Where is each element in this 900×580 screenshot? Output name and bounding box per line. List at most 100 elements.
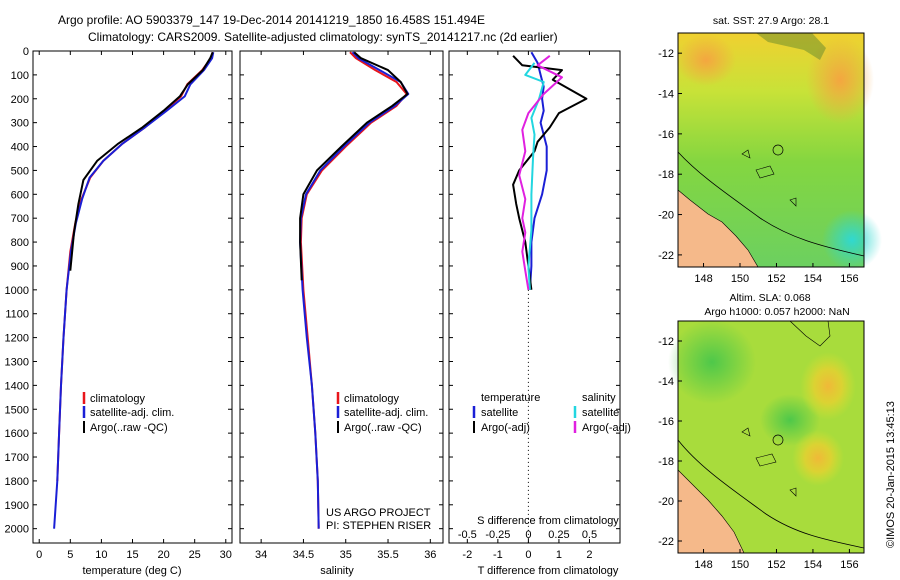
sst-map-title: sat. SST: 27.9 Argo: 28.1: [713, 15, 829, 27]
imos-stamp: ©IMOS 20-Jan-2015 13:45:13: [885, 401, 897, 548]
map-y-tick-label: -18: [658, 169, 674, 181]
map-y-tick-label: -16: [658, 129, 674, 141]
legend-label-climatology: climatology: [344, 393, 400, 405]
sla-reef-outline: [741, 427, 797, 497]
map-x-tick-label: 150: [731, 273, 749, 285]
legend-heading-temperature: temperature: [481, 392, 540, 404]
x-tick-label: 15: [126, 549, 138, 561]
sla-map-title-line1: Altim. SLA: 0.068: [729, 292, 810, 304]
x-tick-label: 10: [95, 549, 107, 561]
x-tick-label: -1: [493, 549, 503, 561]
legend-label-argo: Argo(..raw -QC): [90, 422, 168, 434]
map-x-tick-label: 156: [840, 273, 858, 285]
legend-label-climatology: climatology: [90, 393, 146, 405]
top-x-tick-label: 0: [525, 529, 531, 541]
y-tick-label: 600: [11, 189, 29, 201]
legend-label-argo: Argo(..raw -QC): [344, 422, 422, 434]
map-y-tick-label: -12: [658, 336, 674, 348]
temperature-chart: 0100200300400500600700800900100011001200…: [5, 46, 232, 561]
credit-pi: PI: STEPHEN RISER: [326, 520, 431, 532]
sst-reef-outline: [741, 149, 797, 207]
y-tick-label: 200: [11, 94, 29, 106]
x-tick-label: 30: [220, 549, 232, 561]
legend-heading-salinity: salinity: [582, 392, 616, 404]
x-tick-label: 34: [255, 549, 267, 561]
legend-label-sal-satellite: satellite: [582, 407, 619, 419]
y-tick-label: 500: [11, 165, 29, 177]
sst-reef: [772, 144, 784, 156]
legend-label-sal-argo: Argo(-adj): [582, 422, 631, 434]
y-tick-label: 1200: [5, 333, 29, 345]
x-tick-label: 36: [424, 549, 436, 561]
temperature-plot-frame: [32, 50, 233, 544]
sla-high-north: [800, 352, 856, 420]
y-tick-label: 700: [11, 213, 29, 225]
map-x-tick-label: 152: [767, 273, 785, 285]
map-y-tick-label: -22: [658, 250, 674, 262]
sst-shelf-contour: [677, 151, 865, 257]
salinity-chart: 34 34.5 35 35.5 36: [240, 50, 443, 561]
sst-map-border: [677, 32, 865, 268]
sst-map: [676, 32, 882, 270]
y-tick-label: 1900: [5, 500, 29, 512]
sst-map-ticks: 148 150 152 154 156 -12 -14 -16 -18 -20 -22: [658, 48, 858, 285]
y-tick-label: 800: [11, 237, 29, 249]
top-x-tick-label: 0.5: [582, 529, 597, 541]
map-y-tick-label: -18: [658, 456, 674, 468]
series-line-salinity-argo-adj-: [518, 55, 563, 290]
figure-title-line2: Climatology: CARS2009. Satellite-adjuste…: [88, 30, 558, 44]
x-tick-label: 35.5: [377, 549, 398, 561]
y-tick-label: 2000: [5, 524, 29, 536]
y-tick-label: 1100: [5, 309, 29, 321]
temperature-legend: climatology satellite-adj. clim. Argo(..…: [82, 392, 174, 434]
x-tick-label: 2: [586, 549, 592, 561]
y-tick-label: 1600: [5, 428, 29, 440]
x-tick-label: -2: [462, 549, 472, 561]
series-line-satellite-adj-clim-: [53, 52, 215, 529]
top-x-tick-label: -0.25: [485, 529, 510, 541]
y-tick-label: 900: [11, 261, 29, 273]
map-x-tick-label: 152: [767, 559, 785, 571]
sst-warm-patch: [806, 36, 874, 124]
sla-reef: [772, 434, 784, 446]
y-tick-label: 1500: [5, 404, 29, 416]
sla-green-west: [668, 320, 756, 404]
map-y-tick-label: -14: [658, 89, 674, 101]
difference-xlabel: T difference from climatology: [478, 565, 619, 577]
y-tick-label: 0: [23, 46, 29, 58]
difference-legend-salinity: salinity satellite Argo(-adj): [573, 392, 631, 434]
sst-land-newguinea: [756, 33, 826, 60]
series-line-satellite-adj-clim-: [299, 51, 410, 529]
map-x-tick-label: 156: [840, 559, 858, 571]
series-line-salinity-satellite: [524, 62, 545, 290]
sla-map-title-line2: Argo h1000: 0.057 h2000: NaN: [704, 306, 849, 318]
map-x-tick-label: 148: [694, 273, 712, 285]
credit-project: US ARGO PROJECT: [326, 507, 431, 519]
top-x-tick-label: 0.25: [548, 529, 569, 541]
x-tick-label: 34.5: [293, 549, 314, 561]
series-line-argo-raw-qc-: [299, 51, 409, 281]
difference-chart: -2 -1 0 1 2 -0.5 -0.25 0 0.25 0.5: [449, 50, 620, 561]
sla-map-border: [677, 320, 865, 554]
map-x-tick-label: 154: [804, 559, 822, 571]
salinity-plot-frame: [239, 50, 444, 544]
legend-label-satellite: satellite-adj. clim.: [90, 407, 174, 419]
legend-label-satellite: satellite-adj. clim.: [344, 407, 428, 419]
map-y-tick-label: -16: [658, 416, 674, 428]
map-y-tick-label: -20: [658, 210, 674, 222]
salinity-legend: climatology satellite-adj. clim. Argo(..…: [336, 392, 428, 434]
map-y-tick-label: -20: [658, 496, 674, 508]
map-x-tick-label: 154: [804, 273, 822, 285]
y-tick-label: 1300: [5, 356, 29, 368]
x-tick-label: 35: [340, 549, 352, 561]
y-tick-label: 1700: [5, 452, 29, 464]
y-tick-label: 1000: [5, 285, 29, 297]
difference-legend-temperature: temperature satellite Argo(-adj): [472, 392, 540, 434]
x-tick-label: 1: [556, 549, 562, 561]
x-tick-label: 5: [67, 549, 73, 561]
top-x-tick-label: -0.5: [458, 529, 477, 541]
legend-label-temp-argo: Argo(-adj): [481, 422, 530, 434]
map-x-tick-label: 150: [731, 559, 749, 571]
x-tick-label: 0: [525, 549, 531, 561]
